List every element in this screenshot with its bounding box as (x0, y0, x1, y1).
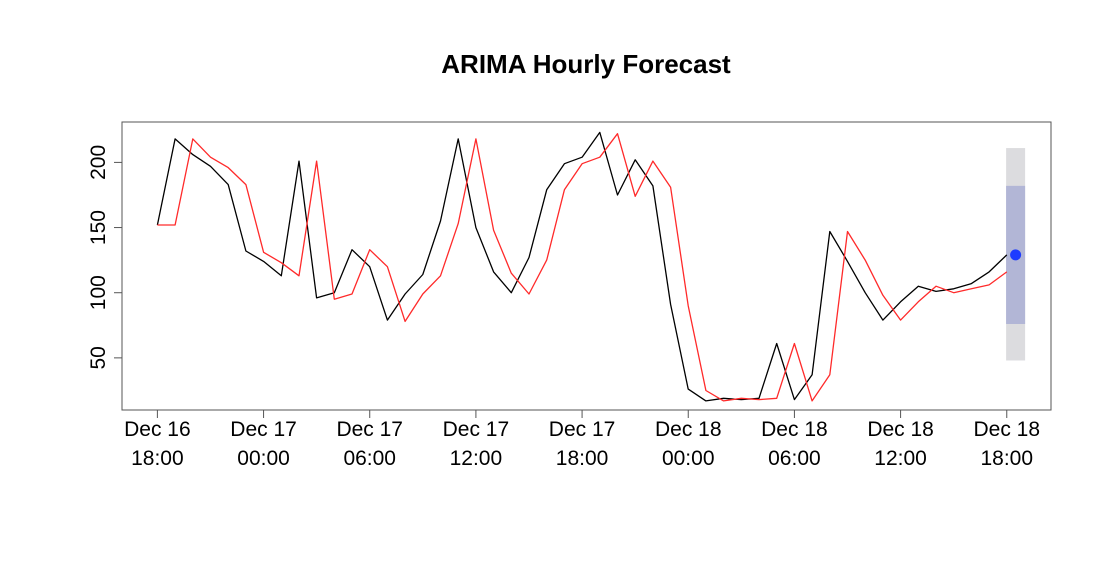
x-tick-label-date: Dec 18 (973, 418, 1040, 441)
x-tick-label-time: 18:00 (556, 447, 609, 470)
x-tick-label-time: 18:00 (980, 447, 1033, 470)
x-tick-label-date: Dec 16 (124, 418, 191, 441)
y-tick-label: 50 (87, 346, 110, 369)
x-tick-label-time: 06:00 (768, 447, 821, 470)
plot-area: 50 100 150 200 Dec 16 18:00 Dec 17 00:00 Dec 17 0… (87, 121, 1052, 470)
x-tick-label-time: 06:00 (343, 447, 396, 470)
x-tick-label-date: Dec 18 (867, 418, 934, 441)
x-tick-label-date: Dec 17 (230, 418, 297, 441)
x-tick-label-date: Dec 17 (336, 418, 403, 441)
y-tick-label: 100 (87, 275, 110, 310)
x-tick-label-date: Dec 17 (443, 418, 510, 441)
x-tick-label-time: 00:00 (237, 447, 290, 470)
x-tick-label-time: 12:00 (874, 447, 927, 470)
plot-frame (121, 121, 1052, 411)
y-tick-label: 150 (87, 210, 110, 245)
x-tick-label-date: Dec 18 (655, 418, 722, 441)
y-tick-label: 200 (87, 145, 110, 180)
x-tick-label-date: Dec 17 (549, 418, 616, 441)
series-line-1 (156, 131, 1008, 402)
chart-title: ARIMA Hourly Forecast (441, 49, 731, 79)
x-tick-label-time: 18:00 (131, 447, 184, 470)
forecast-point (1010, 249, 1022, 261)
series-line-2 (157, 133, 1008, 402)
x-tick-label-date: Dec 18 (761, 418, 828, 441)
x-tick-label-time: 00:00 (662, 447, 715, 470)
x-tick-label-time: 12:00 (450, 447, 503, 470)
